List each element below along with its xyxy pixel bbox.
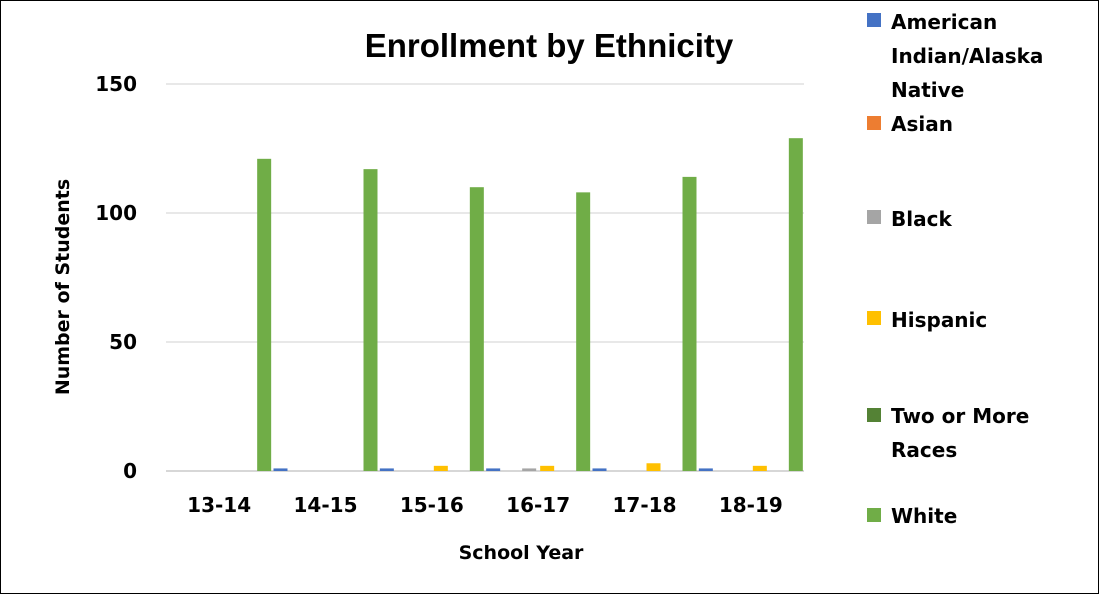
legend-label: American Indian/Alaska Native: [891, 10, 1043, 102]
gridlines: [166, 83, 804, 472]
bar: [682, 176, 697, 471]
x-tick-label: 17-18: [613, 493, 677, 517]
legend-swatch: [867, 408, 881, 422]
legend-label: Hispanic: [891, 308, 987, 332]
bar: [273, 468, 288, 471]
y-tick-label: 100: [95, 201, 137, 225]
legend: American Indian/Alaska Native Asian Black His…: [867, 10, 1043, 528]
chart-title: Enrollment by Ethnicity: [365, 27, 734, 64]
legend-swatch: [867, 311, 881, 325]
bar: [752, 465, 767, 471]
y-tick-label: 150: [95, 72, 137, 96]
bars: [257, 138, 803, 472]
legend-swatch: [867, 210, 881, 224]
y-tick-label: 50: [109, 330, 137, 354]
legend-swatch: [867, 508, 881, 522]
bar: [540, 465, 555, 471]
bar: [788, 138, 803, 471]
bar: [698, 468, 713, 471]
x-tick-label: 18-19: [719, 493, 783, 517]
bar: [363, 169, 378, 471]
legend-label: White: [891, 504, 957, 528]
x-tick-label: 13-14: [187, 493, 251, 517]
bar: [469, 187, 484, 471]
bar: [257, 158, 272, 471]
x-tick-label: 16-17: [506, 493, 570, 517]
bar: [433, 465, 448, 471]
bar: [592, 468, 607, 471]
legend-swatch: [867, 116, 881, 130]
bar: [522, 468, 537, 471]
y-axis-label: Number of Students: [52, 179, 74, 395]
x-tick-labels: 13-14 14-15 15-16 16-17 17-18 18-19: [187, 493, 783, 517]
x-axis-label: School Year: [459, 542, 584, 564]
bar: [379, 468, 394, 471]
bar: [646, 463, 661, 471]
legend-swatch: [867, 13, 881, 27]
bar: [486, 468, 501, 471]
legend-label: Asian: [891, 112, 953, 136]
y-tick-labels: 0 50 100 150: [95, 72, 137, 483]
bar: [576, 192, 591, 472]
legend-label: Black: [891, 207, 952, 231]
x-tick-label: 15-16: [400, 493, 464, 517]
x-tick-label: 14-15: [294, 493, 358, 517]
legend-label: Two or More Races: [891, 404, 1029, 462]
y-tick-label: 0: [123, 459, 137, 483]
